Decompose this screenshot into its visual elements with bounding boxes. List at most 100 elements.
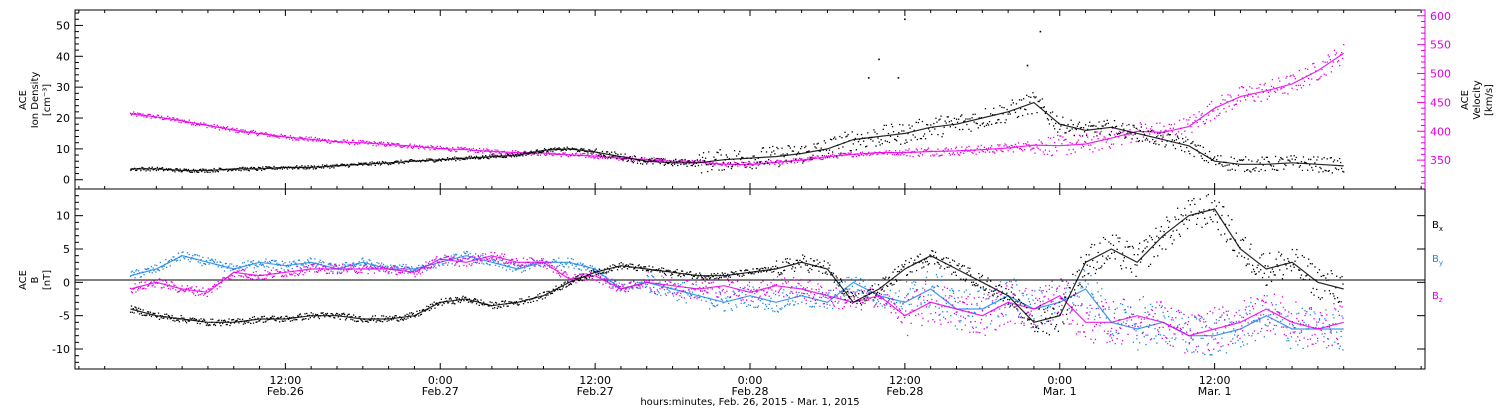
density-point [1101,128,1102,129]
density-point [296,165,297,166]
velocity-point [979,152,980,153]
by-point [218,266,219,267]
velocity-point [806,159,807,160]
by-point [705,301,706,302]
bz-point [667,287,668,288]
bz-point [899,308,900,309]
bz-point [890,306,891,307]
bz-point [568,277,569,278]
velocity-point [376,145,377,146]
density-point [238,170,239,171]
by-point [720,292,721,293]
velocity-point [1264,84,1265,85]
density-point [333,167,334,168]
bz-point [705,286,706,287]
velocity-point [1343,44,1344,45]
density-point [1079,122,1080,123]
by-point [972,316,973,317]
bz-point [606,278,607,279]
by-point [407,273,408,274]
density-point [368,164,369,165]
density-point [447,157,448,158]
velocity-point [1141,124,1142,125]
bz-point [195,295,196,296]
velocity-point [894,154,895,155]
bz-point [743,288,744,289]
density-point [745,167,746,168]
density-point [998,119,999,120]
density-point [1217,155,1218,156]
density-point [1035,96,1036,97]
velocity-point [1103,139,1104,140]
by-point [775,294,776,295]
velocity-point [311,137,312,138]
density-outlier-point [878,59,880,61]
bz-point [978,297,979,298]
x-tick-label-date: Feb.26 [267,385,304,398]
density-point [853,143,854,144]
velocity-point [419,145,420,146]
x-tick-label-date: Feb.28 [886,385,923,398]
bz-point [370,266,371,267]
by-point [1035,325,1036,326]
bz-point [673,284,674,285]
velocity-point [816,157,817,158]
by-point [167,263,168,264]
bz-point [724,292,725,293]
velocity-point [1277,89,1278,90]
density-point [432,160,433,161]
by-point [1262,305,1263,306]
density-point [1057,132,1058,133]
velocity-point [728,162,729,163]
bz-point [543,266,544,267]
velocity-point [310,139,311,140]
by-point [1113,335,1114,336]
density-point [249,170,250,171]
by-point [411,266,412,267]
by-point [860,278,861,279]
by-point [773,293,774,294]
bz-point [877,306,878,307]
bz-point [1005,283,1006,284]
by-point [757,307,758,308]
velocity-point [1285,77,1286,78]
density-point [254,167,255,168]
bz-point [487,259,488,260]
density-point [752,168,753,169]
by-point [391,272,392,273]
density-point [702,157,703,158]
bz-point [739,290,740,291]
by-point [715,300,716,301]
bz-point [248,277,249,278]
velocity-point [1288,83,1289,84]
velocity-point [807,157,808,158]
density-point [698,165,699,166]
density-point [425,161,426,162]
by-point [318,263,319,264]
by-point [712,303,713,304]
bz-point [547,265,548,266]
by-point [252,263,253,264]
density-point [1206,160,1207,161]
velocity-point [1013,151,1014,152]
density-point [958,119,959,120]
by-point [1229,322,1230,323]
density-point [633,162,634,163]
velocity-point [1299,70,1300,71]
velocity-point [1008,150,1009,151]
by-point [829,305,830,306]
density-point [134,168,135,169]
velocity-point [1089,149,1090,150]
by-point [992,302,993,303]
velocity-point [568,156,569,157]
bz-point [573,277,574,278]
density-point [1027,113,1028,114]
by-point [1155,335,1156,336]
density-point [617,154,618,155]
bz-point [912,296,913,297]
by-point [722,300,723,301]
by-point [848,277,849,278]
by-point [381,262,382,263]
by-point [956,314,957,315]
by-point [576,264,577,265]
